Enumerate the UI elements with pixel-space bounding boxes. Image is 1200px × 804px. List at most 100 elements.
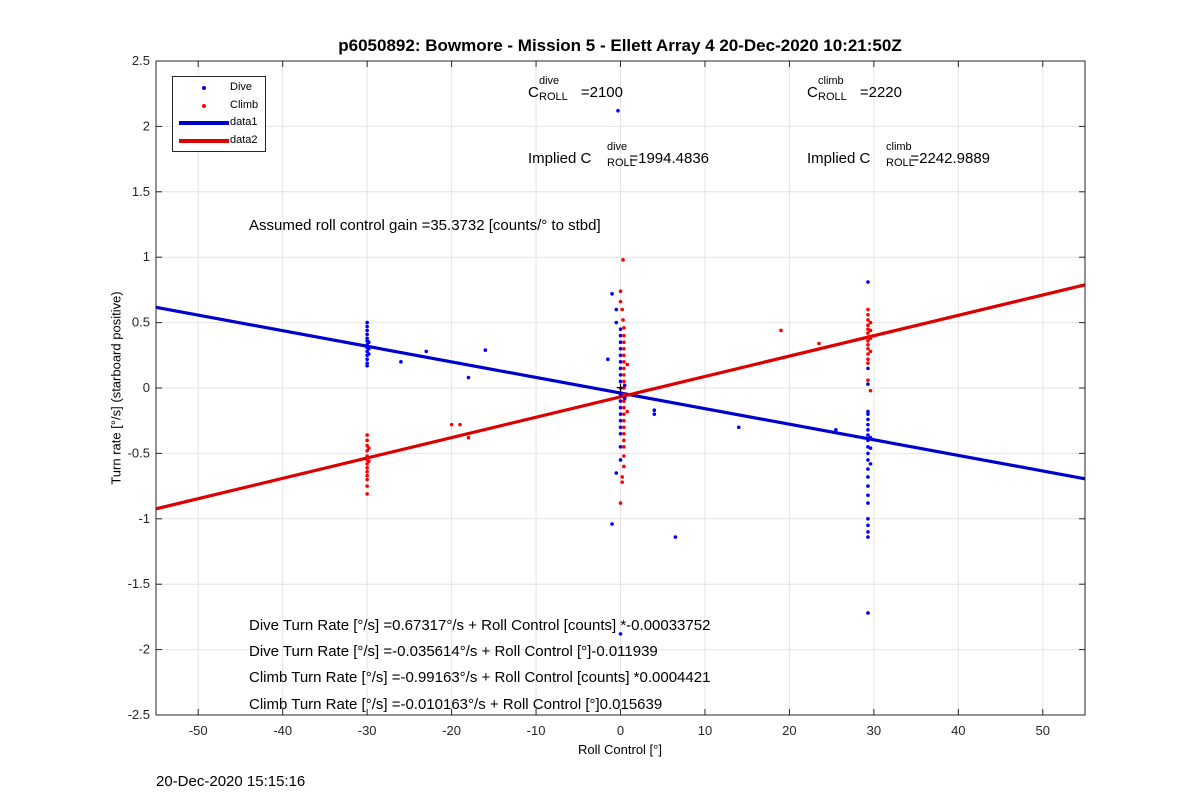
data-point-climb	[866, 312, 870, 317]
data-point-climb	[365, 448, 369, 453]
data-point-dive	[466, 375, 471, 380]
data-point-climb	[866, 331, 870, 335]
y-tick-label: -0.5	[128, 445, 150, 460]
legend-label-data2: data2	[230, 134, 258, 146]
data-point-dive	[868, 462, 873, 466]
data-point-climb	[365, 438, 369, 443]
data-point-dive	[365, 320, 369, 325]
data-point-climb	[866, 378, 870, 382]
data-point-climb	[620, 475, 624, 479]
data-point-dive	[614, 307, 619, 312]
data-point-climb	[622, 366, 626, 371]
legend: Dive Climb data1 data2	[172, 76, 266, 152]
data-point-dive	[483, 348, 488, 352]
climb-degrees-equation: Climb Turn Rate [°/s] =-0.010163°/s + Ro…	[249, 696, 663, 713]
data-point-dive	[866, 501, 870, 505]
chart-title: p6050892: Bowmore - Mission 5 - Ellett A…	[338, 36, 902, 55]
data-point-dive	[866, 530, 870, 534]
data-point-climb	[868, 328, 873, 333]
data-point-climb	[622, 360, 626, 364]
data-point-dive	[866, 517, 870, 521]
data-point-climb	[866, 361, 870, 365]
data-point-dive	[866, 382, 870, 386]
data-point-climb	[622, 379, 626, 384]
data-point-climb	[622, 340, 626, 345]
data2-line-icon	[179, 139, 229, 143]
y-tick-label: -2.5	[128, 707, 150, 722]
data-point-climb	[622, 425, 626, 430]
data-point-dive	[618, 386, 623, 390]
data-point-dive	[866, 523, 870, 528]
data-point-climb	[866, 343, 870, 347]
data-point-dive	[367, 340, 371, 345]
x-tick-label: 0	[617, 723, 624, 738]
dive-counts-equation: Dive Turn Rate [°/s] =0.67317°/s + Roll …	[249, 617, 711, 634]
data-point-climb	[866, 339, 870, 343]
data-point-climb	[622, 346, 626, 351]
data-point-dive	[673, 535, 678, 539]
data-point-dive	[365, 363, 369, 368]
legend-item-dive: Dive	[173, 81, 265, 95]
data-point-climb	[620, 480, 624, 484]
data-point-climb	[622, 373, 626, 377]
data-point-climb	[621, 318, 625, 322]
data-point-dive	[616, 108, 620, 113]
data-point-climb	[622, 326, 626, 330]
y-tick-label: 2.5	[132, 53, 150, 68]
data-point-climb	[622, 464, 626, 469]
data-point-climb	[622, 399, 626, 403]
data-point-climb	[618, 299, 623, 304]
data-point-climb	[365, 484, 369, 488]
data-point-climb	[868, 388, 873, 393]
data-point-dive	[618, 425, 623, 430]
data-point-climb	[365, 443, 369, 448]
data-point-climb	[866, 318, 870, 322]
y-axis-label: Turn rate [°/s] (starboard positive)	[108, 291, 124, 485]
data-point-dive	[424, 349, 429, 354]
data-point-dive	[866, 484, 870, 488]
data-point-dive	[367, 346, 371, 351]
data1-line-icon	[179, 121, 229, 125]
climb-marker-icon	[202, 104, 206, 108]
x-tick-label: 30	[867, 723, 881, 738]
y-tick-label: 2	[143, 118, 150, 133]
data-point-dive	[866, 611, 870, 615]
data-point-climb	[622, 445, 626, 449]
data-point-dive	[618, 373, 623, 377]
x-tick-label: -40	[273, 723, 292, 738]
data-point-dive	[618, 458, 623, 462]
data-point-dive	[866, 366, 870, 371]
data-point-climb	[622, 405, 626, 410]
data-point-climb	[458, 422, 462, 427]
data-point-dive	[652, 408, 657, 413]
data-point-dive	[866, 417, 870, 422]
data-point-dive	[866, 458, 870, 462]
x-tick-label: -30	[358, 723, 377, 738]
dive-degrees-equation: Dive Turn Rate [°/s] =-0.035614°/s + Rol…	[249, 643, 658, 660]
data-point-dive	[652, 412, 657, 416]
data-point-dive	[866, 433, 870, 437]
legend-item-climb: Climb	[173, 99, 265, 113]
y-tick-label: 0.5	[132, 315, 150, 330]
data-point-dive	[618, 379, 623, 384]
dive-marker-icon	[202, 86, 206, 90]
data-point-climb	[622, 353, 626, 358]
data-point-climb	[367, 459, 371, 464]
data-point-dive	[866, 280, 870, 284]
data-point-climb	[365, 492, 369, 496]
data-point-dive	[866, 422, 870, 427]
data-point-dive	[618, 366, 623, 371]
data-point-climb	[866, 346, 870, 351]
data-point-climb	[365, 465, 369, 470]
data-point-dive	[618, 405, 623, 410]
data-point-climb	[622, 438, 626, 443]
y-tick-label: 1.5	[132, 184, 150, 199]
data-point-climb	[817, 341, 821, 346]
data-point-climb	[866, 357, 870, 362]
x-tick-label: -50	[189, 723, 208, 738]
data-point-dive	[866, 451, 870, 456]
data-point-dive	[365, 324, 369, 329]
data-point-dive	[365, 343, 369, 347]
data-point-climb	[620, 307, 624, 312]
